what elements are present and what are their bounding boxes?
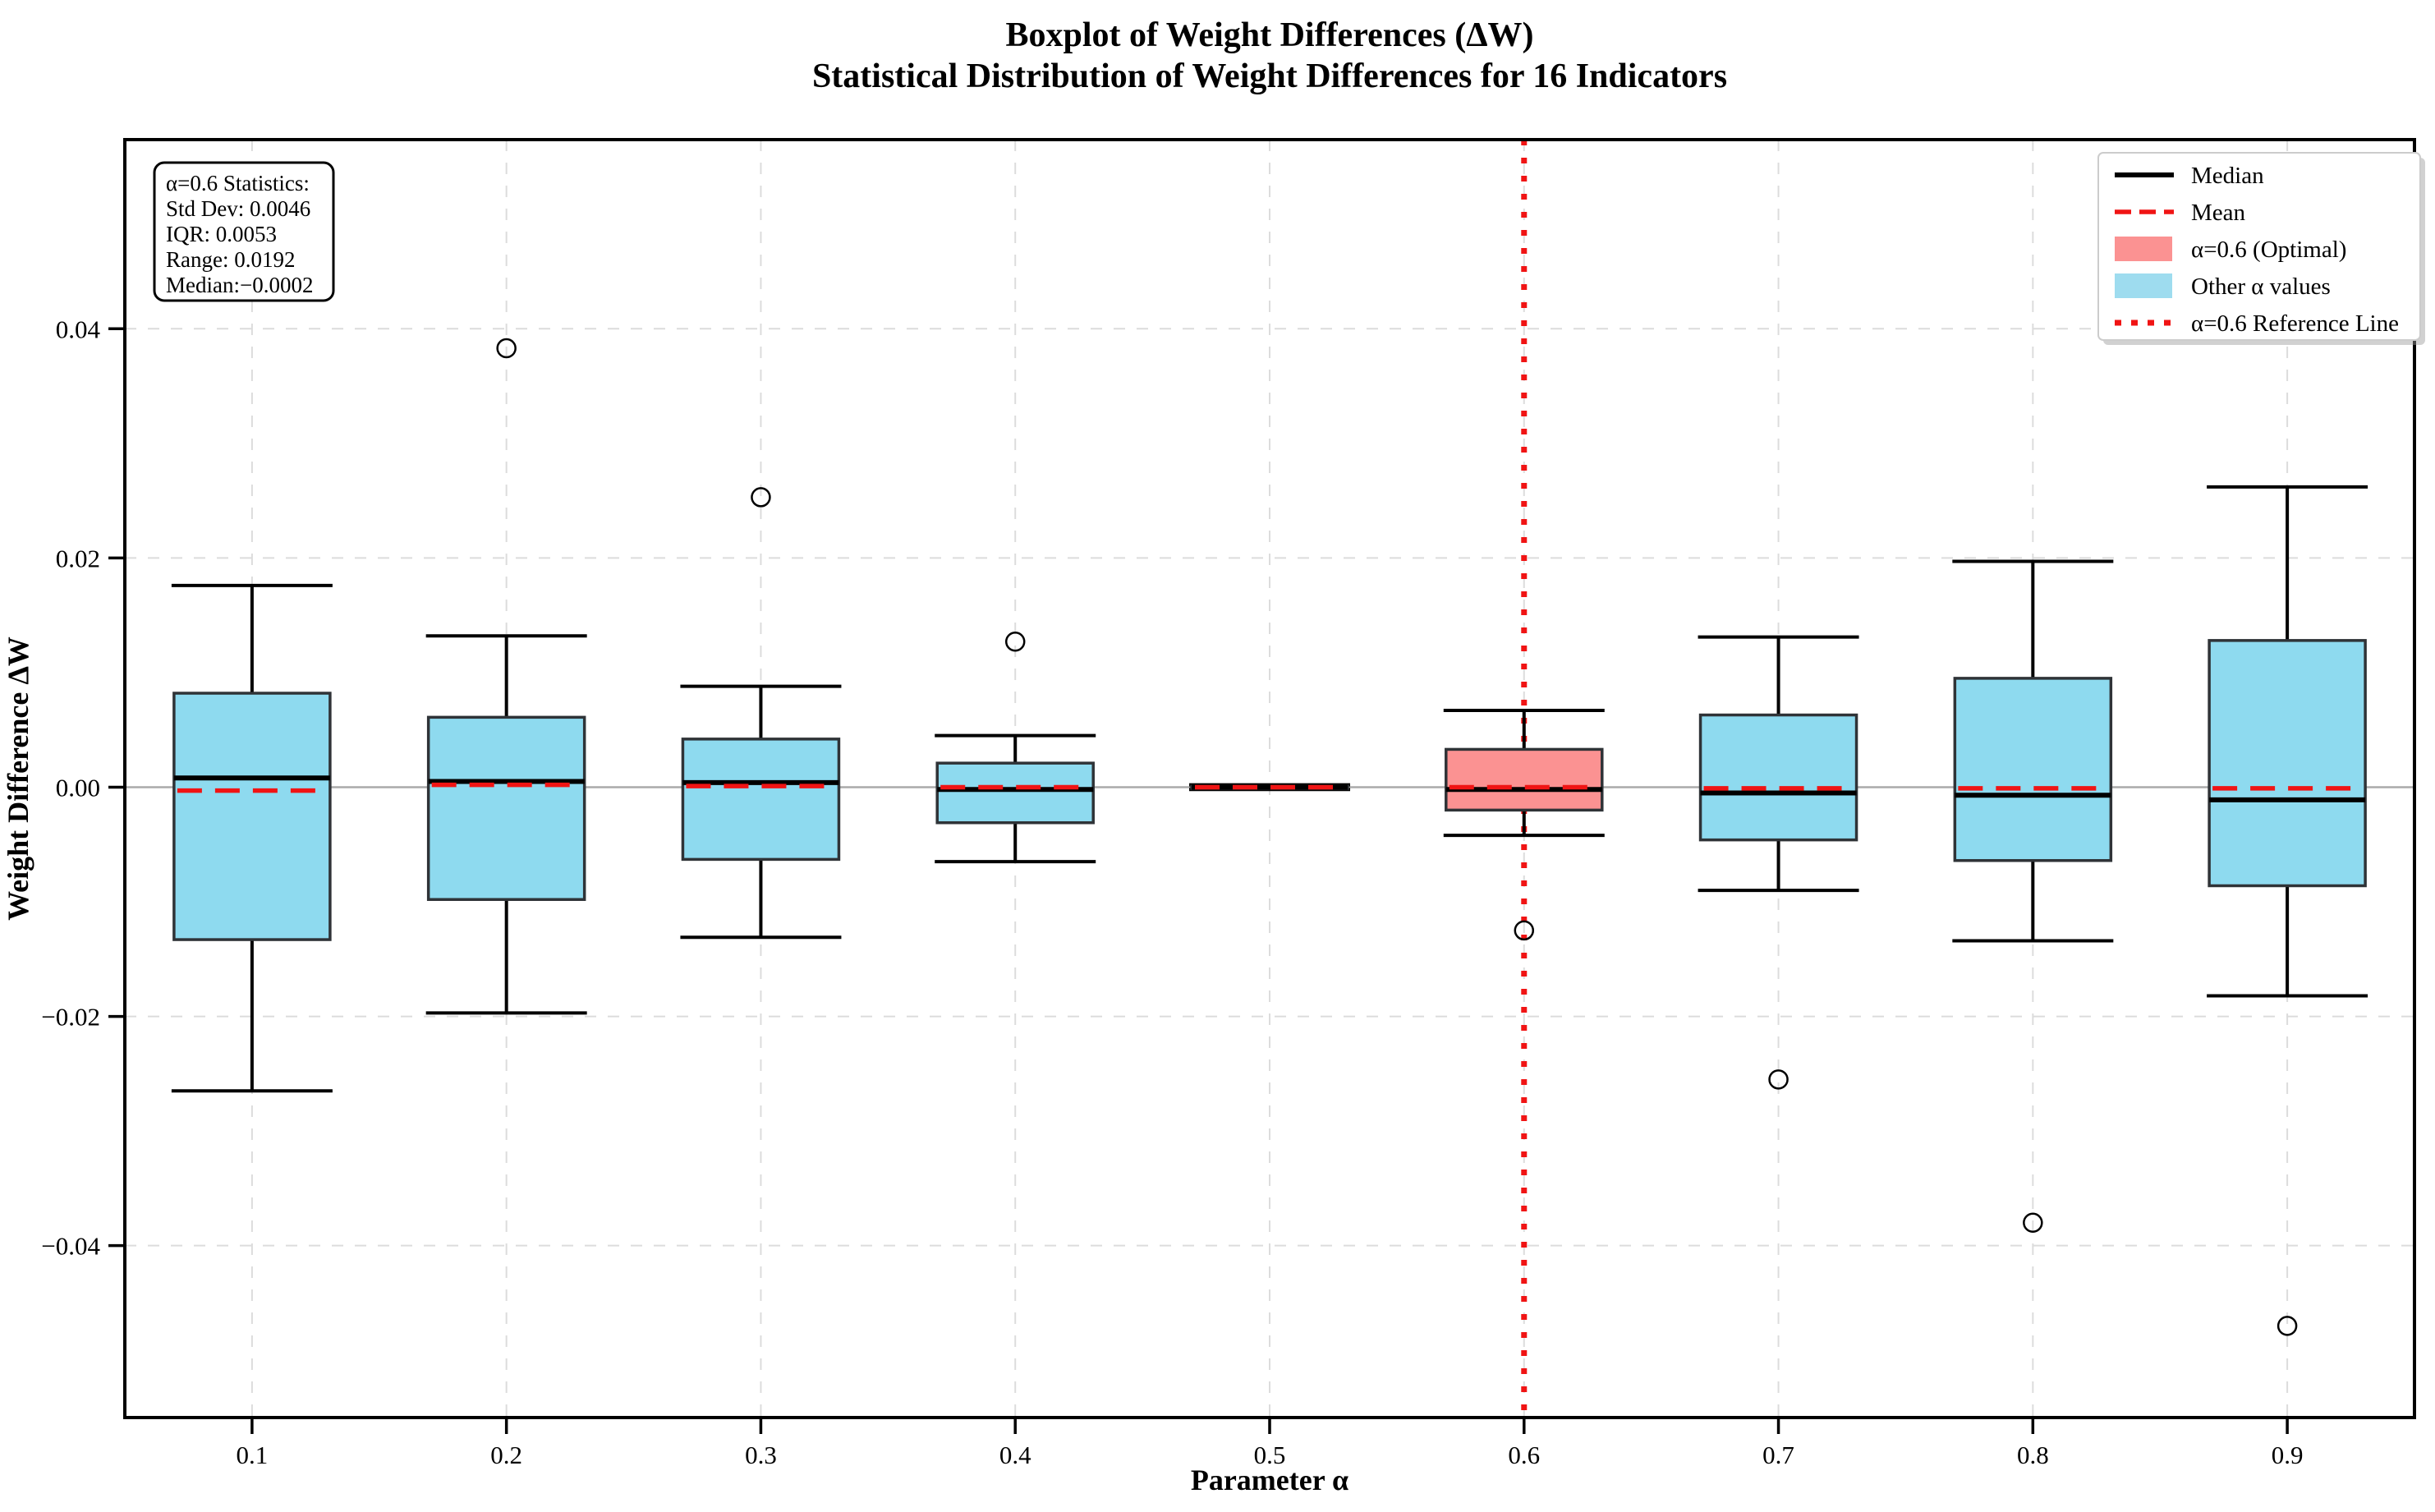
stats-line-iqr: IQR: 0.0053: [166, 222, 277, 246]
chart-subtitle: Statistical Distribution of Weight Diffe…: [812, 57, 1727, 95]
stats-box: α=0.6 Statistics: Std Dev: 0.0046 IQR: 0…: [153, 161, 335, 302]
y-tick-label: 0.04: [56, 315, 101, 343]
box: [2208, 639, 2367, 888]
legend-frame: [2097, 152, 2421, 341]
box: [1698, 713, 1858, 842]
box-group-alpha-0.7: [1698, 635, 1859, 1090]
box-group-alpha-0.8: [1952, 559, 2114, 1234]
box: [935, 761, 1095, 825]
other-patch-swatch: [2115, 273, 2172, 298]
outlier-point: [751, 487, 771, 508]
legend-label: Other α values: [2191, 273, 2331, 300]
legend-label: Median: [2191, 163, 2264, 189]
axis-ticks: 0.04 0.02 0.00 −0.02 −0.04 0.1 0.2 0.3 0.4 0.5 0.6…: [41, 315, 2303, 1469]
box-group-alpha-0.3: [680, 487, 842, 940]
outlier-point: [2023, 1212, 2043, 1234]
y-tick-label: −0.02: [41, 1003, 100, 1032]
x-tick-label: 0.7: [1762, 1441, 1794, 1469]
y-axis-title: Weight Difference ΔW: [2, 637, 34, 921]
x-tick-label: 0.2: [490, 1441, 522, 1469]
box-group-alpha-0.4: [935, 631, 1096, 864]
x-tick-label: 0.4: [999, 1441, 1031, 1469]
x-tick-label: 0.3: [745, 1441, 777, 1469]
chart-title: Boxplot of Weight Differences (ΔW): [1005, 16, 1533, 54]
y-tick-label: 0.00: [56, 773, 100, 802]
legend-item-other: Other α values: [2115, 273, 2331, 300]
legend: Median Mean α=0.6 (Optimal) Other α valu…: [2097, 152, 2425, 345]
stats-line-median: Median:−0.0002: [166, 273, 313, 297]
box-group-alpha-0.5: [1189, 783, 1350, 792]
stats-line-stddev: Std Dev: 0.0046: [166, 196, 310, 221]
stats-line-range: Range: 0.0192: [166, 247, 295, 272]
box-group-alpha-0.1: [171, 583, 333, 1093]
legend-item-optimal: α=0.6 (Optimal): [2115, 237, 2346, 263]
legend-label: α=0.6 Reference Line: [2191, 310, 2399, 337]
legend-item-reference: α=0.6 Reference Line: [2115, 310, 2399, 337]
stats-line-title: α=0.6 Statistics:: [166, 171, 310, 195]
outlier-point: [2276, 1316, 2298, 1336]
x-tick-label: 0.6: [1508, 1441, 1540, 1469]
box-group-alpha-0.9: [2207, 485, 2368, 1336]
plot-area: 0.04 0.02 0.00 −0.02 −0.04 0.1 0.2 0.3 0.4 0.5 0.6…: [41, 138, 2416, 1469]
outlier-point: [496, 338, 517, 359]
y-tick-label: 0.02: [56, 544, 100, 572]
box: [172, 692, 332, 941]
x-tick-label: 0.8: [2017, 1441, 2049, 1469]
outlier-point: [1768, 1069, 1789, 1090]
x-tick-label: 0.9: [2272, 1441, 2304, 1469]
stats-box-frame: [153, 161, 335, 302]
box-group-alpha-0.6: [1443, 708, 1605, 941]
box-optimal: [1445, 747, 1604, 812]
y-tick-label: −0.04: [41, 1232, 100, 1261]
outlier-point: [1004, 631, 1026, 652]
box: [681, 738, 841, 862]
x-axis-title: Parameter α: [1191, 1464, 1348, 1496]
x-tick-label: 0.1: [237, 1441, 269, 1469]
legend-item-median: Median: [2115, 163, 2264, 189]
legend-label: α=0.6 (Optimal): [2191, 237, 2346, 263]
optimal-patch-swatch: [2115, 237, 2172, 261]
x-tick-label: 0.5: [1254, 1441, 1286, 1469]
box: [426, 715, 586, 901]
box: [1953, 677, 2113, 862]
legend-item-mean: Mean: [2115, 200, 2246, 226]
legend-label: Mean: [2191, 200, 2246, 226]
outlier-point: [1514, 920, 1535, 941]
box-group-alpha-0.2: [425, 338, 587, 1015]
gridlines: [125, 140, 2414, 1418]
